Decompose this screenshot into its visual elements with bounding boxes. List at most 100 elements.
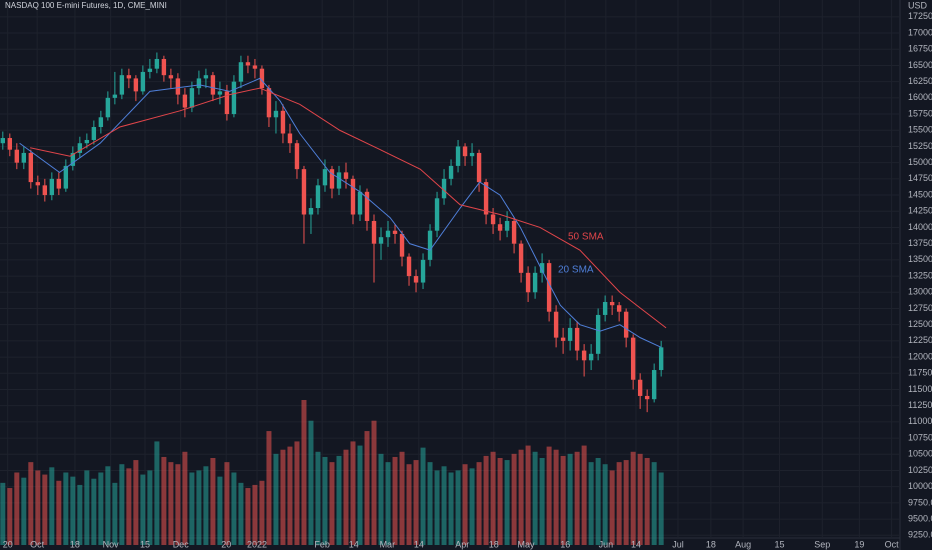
volume-bar bbox=[0, 482, 6, 545]
y-tick-label: 12250.00 bbox=[908, 335, 932, 345]
candle-body bbox=[231, 81, 237, 115]
volume-bar bbox=[476, 462, 482, 545]
candle-body bbox=[301, 169, 307, 215]
x-tick-label: 14 bbox=[349, 539, 359, 549]
x-tick-label: 14 bbox=[414, 539, 424, 549]
y-tick-label: 12500.00 bbox=[908, 319, 932, 329]
volume-bar bbox=[231, 472, 237, 545]
volume-bar bbox=[553, 449, 559, 545]
candle-body bbox=[287, 133, 293, 144]
candle-body bbox=[126, 75, 132, 79]
volume-bar bbox=[595, 458, 601, 545]
y-tick-label: 13500.00 bbox=[908, 254, 932, 264]
y-tick-label: 13000.00 bbox=[908, 287, 932, 297]
y-tick-label: 14000.00 bbox=[908, 222, 932, 232]
volume-bar bbox=[84, 470, 90, 545]
volume-bar bbox=[455, 470, 461, 545]
volume-bar bbox=[42, 474, 48, 545]
volume-bar bbox=[364, 431, 370, 545]
candle-body bbox=[329, 169, 335, 189]
volume-bar bbox=[434, 470, 440, 545]
volume-bar bbox=[539, 458, 545, 545]
candle-body bbox=[0, 138, 6, 144]
candle-body bbox=[245, 62, 251, 66]
candle-body bbox=[497, 224, 503, 231]
volume-bar bbox=[616, 462, 622, 545]
x-tick-label: Oct bbox=[30, 539, 45, 549]
volume-bar bbox=[168, 462, 174, 545]
volume-bar bbox=[273, 453, 279, 545]
y-tick-label: 9500.00 bbox=[908, 513, 932, 523]
candle-body bbox=[273, 110, 279, 118]
candle-body bbox=[469, 152, 475, 157]
x-tick-label: 15 bbox=[775, 539, 785, 549]
candle-body bbox=[224, 91, 230, 115]
y-tick-label: 11750.00 bbox=[908, 368, 932, 378]
candle-body bbox=[406, 256, 412, 277]
x-tick-label: May bbox=[517, 539, 535, 549]
candle-body bbox=[434, 198, 440, 231]
sma-label: 20 SMA bbox=[558, 265, 594, 276]
candle-body bbox=[175, 78, 181, 95]
volume-bar bbox=[238, 482, 244, 545]
candle-body bbox=[378, 237, 384, 244]
candle-body bbox=[455, 146, 461, 166]
volume-bar bbox=[35, 470, 41, 545]
candle-body bbox=[392, 230, 398, 234]
volume-bar bbox=[252, 484, 258, 545]
candle-body bbox=[133, 78, 139, 92]
volume-bar bbox=[483, 455, 489, 545]
candle-body bbox=[63, 165, 69, 189]
y-tick-label: 10500.00 bbox=[908, 449, 932, 459]
volume-bar bbox=[70, 476, 76, 545]
candle-body bbox=[574, 327, 580, 351]
volume-bar bbox=[420, 447, 426, 545]
candle-body bbox=[168, 75, 174, 79]
candle-body bbox=[539, 263, 545, 273]
candle-body bbox=[161, 58, 167, 76]
candle-body bbox=[644, 395, 650, 400]
volume-bar bbox=[658, 472, 664, 545]
volume-bar bbox=[133, 460, 139, 545]
y-tick-label: 15000.00 bbox=[908, 157, 932, 167]
candle-body bbox=[42, 185, 48, 196]
y-tick-label: 11000.00 bbox=[908, 416, 932, 426]
volume-bar bbox=[140, 474, 146, 545]
sma-layer bbox=[19, 77, 667, 348]
candle-body bbox=[84, 139, 90, 144]
volume-bar bbox=[532, 451, 538, 545]
candle-body bbox=[112, 94, 118, 98]
volume-bar bbox=[329, 462, 335, 545]
volume-bar bbox=[504, 460, 510, 545]
candle-body bbox=[105, 97, 111, 118]
candle-body bbox=[119, 75, 125, 95]
candle-body bbox=[427, 230, 433, 260]
candle-body bbox=[210, 75, 216, 95]
candle-body bbox=[154, 58, 160, 69]
candle-body bbox=[371, 220, 377, 244]
y-tick-label: 14750.00 bbox=[908, 173, 932, 183]
volume-bar bbox=[630, 451, 636, 545]
candle-body bbox=[322, 169, 328, 186]
candle-body bbox=[28, 152, 34, 183]
y-tick-label: 15750.00 bbox=[908, 108, 932, 118]
volume-bar bbox=[560, 455, 566, 545]
candle-body bbox=[616, 305, 622, 312]
volume-bar bbox=[308, 420, 314, 545]
volume-bar bbox=[203, 466, 209, 545]
volume-bar bbox=[441, 466, 447, 545]
candle-body bbox=[399, 233, 405, 257]
candle-body bbox=[567, 327, 573, 341]
chart-title: NASDAQ 100 E-mini Futures, 1D, CME_MINI bbox=[5, 1, 167, 10]
candle-body bbox=[70, 152, 76, 166]
volume-bar bbox=[651, 462, 657, 545]
x-tick-label: 20 bbox=[3, 539, 13, 549]
volume-bar bbox=[427, 462, 433, 545]
candle-body bbox=[308, 208, 314, 215]
candle-body bbox=[504, 220, 510, 231]
x-tick-label: Mar bbox=[380, 539, 396, 549]
y-tick-label: 15250.00 bbox=[908, 141, 932, 151]
candle-body bbox=[651, 370, 657, 400]
volume-bar bbox=[448, 472, 454, 545]
candle-body bbox=[511, 220, 517, 244]
